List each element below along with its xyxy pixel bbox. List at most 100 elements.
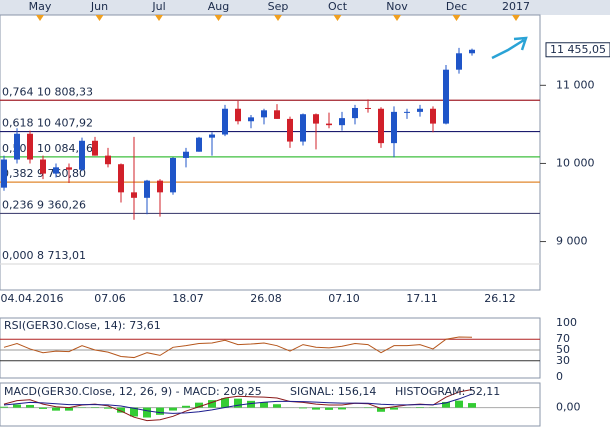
candle-body — [14, 133, 20, 160]
y-tick-label: 30 — [556, 354, 570, 367]
histogram-bar — [104, 407, 112, 409]
candle-body — [261, 110, 267, 118]
candle-body — [287, 118, 293, 142]
x-tick-label: 18.07 — [172, 292, 204, 305]
candle-body — [365, 107, 371, 109]
candle-body — [118, 164, 124, 193]
candle-body — [157, 180, 163, 193]
candle-body — [1, 159, 7, 188]
month-bar — [0, 0, 610, 15]
histogram-bar — [143, 407, 151, 418]
candle-body — [235, 108, 241, 122]
month-marker — [36, 15, 44, 21]
y-tick-label: 10 000 — [556, 156, 595, 169]
histogram-bar — [65, 407, 73, 411]
month-label: 2017 — [502, 0, 530, 13]
candle-body — [27, 133, 33, 160]
month-marker — [512, 15, 520, 21]
candle-body — [456, 53, 462, 70]
histogram-bar — [234, 398, 242, 408]
histogram-bar — [26, 405, 34, 408]
histogram-bar — [312, 407, 320, 410]
histogram-bar — [390, 407, 398, 410]
y-tick-label: 50 — [556, 343, 570, 356]
candle-body — [469, 49, 475, 54]
candle-body — [339, 118, 345, 126]
y-tick-label: 0,00 — [556, 401, 581, 414]
fib-label: 0,500 10 084,36 — [2, 142, 93, 155]
histogram-bar — [273, 404, 281, 408]
candle-body — [131, 192, 137, 198]
histogram-bar — [455, 400, 463, 408]
histogram-bar — [169, 407, 177, 411]
month-label: Jun — [90, 0, 108, 13]
histogram-bar — [260, 402, 268, 408]
histogram-bar — [442, 401, 450, 408]
rsi-title: RSI(GER30.Close, 14): 73,61 — [4, 319, 161, 332]
histogram-bar — [338, 407, 346, 410]
month-label: May — [29, 0, 52, 13]
candle-body — [196, 137, 202, 152]
x-tick-label: 17.11 — [406, 292, 438, 305]
histogram-bar — [468, 403, 476, 408]
histogram-bar — [195, 402, 203, 408]
candle-body — [391, 111, 397, 144]
x-tick-label: 26.08 — [250, 292, 282, 305]
y-tick-label: 70 — [556, 332, 570, 345]
current-price-box — [545, 42, 610, 58]
fib-label: 0,000 8 713,01 — [2, 249, 86, 262]
candle-body — [352, 107, 358, 119]
month-label: Oct — [328, 0, 348, 13]
candle-body — [248, 117, 254, 122]
macd-title: MACD(GER30.Close, 12, 26, 9) - MACD: 208… — [4, 385, 262, 398]
candle-body — [404, 111, 410, 113]
y-tick-label: 0 — [556, 370, 563, 383]
histogram-bar — [221, 398, 229, 408]
month-marker — [452, 15, 461, 21]
candle-body — [209, 134, 215, 138]
histogram-label: HISTOGRAM: 52,11 — [395, 385, 500, 398]
histogram-bar — [0, 406, 8, 408]
candle-body — [430, 108, 436, 124]
candle-body — [326, 123, 332, 126]
trend-arrow — [491, 36, 528, 60]
histogram-bar — [117, 407, 125, 413]
candle-body — [443, 69, 449, 124]
candle-body — [144, 180, 150, 198]
histogram-bar — [416, 407, 424, 408]
histogram-bar — [156, 407, 164, 415]
candle-body — [92, 140, 98, 156]
candle-body — [300, 114, 306, 142]
month-label: Jul — [151, 0, 165, 13]
histogram-bar — [325, 407, 333, 410]
month-label: Nov — [386, 0, 408, 13]
y-tick-label: 100 — [556, 316, 577, 329]
candle-body — [105, 155, 111, 165]
x-tick-label: 07.06 — [94, 292, 126, 305]
x-tick-label: 07.10 — [328, 292, 360, 305]
month-label: Dec — [446, 0, 467, 13]
histogram-bar — [13, 404, 21, 408]
rsi-line — [3, 336, 473, 359]
candle-body — [417, 108, 423, 112]
month-marker — [95, 15, 104, 21]
candle-body — [274, 110, 280, 119]
month-marker — [155, 15, 163, 21]
candle-body — [222, 108, 228, 135]
candle-body — [378, 108, 384, 144]
histogram-bar — [208, 400, 216, 408]
fib-label: 0,382 9 760,80 — [2, 167, 86, 180]
candle-body — [313, 114, 319, 124]
month-label: Aug — [208, 0, 229, 13]
histogram-bar — [377, 407, 385, 412]
histogram-bar — [130, 407, 138, 417]
fib-label: 0,618 10 407,92 — [2, 117, 93, 130]
main-panel — [0, 14, 541, 291]
y-tick-label: 9 000 — [556, 235, 588, 248]
candle-body — [40, 159, 46, 174]
candle-body — [53, 167, 59, 174]
month-label: Sep — [268, 0, 289, 13]
month-marker — [393, 15, 401, 21]
